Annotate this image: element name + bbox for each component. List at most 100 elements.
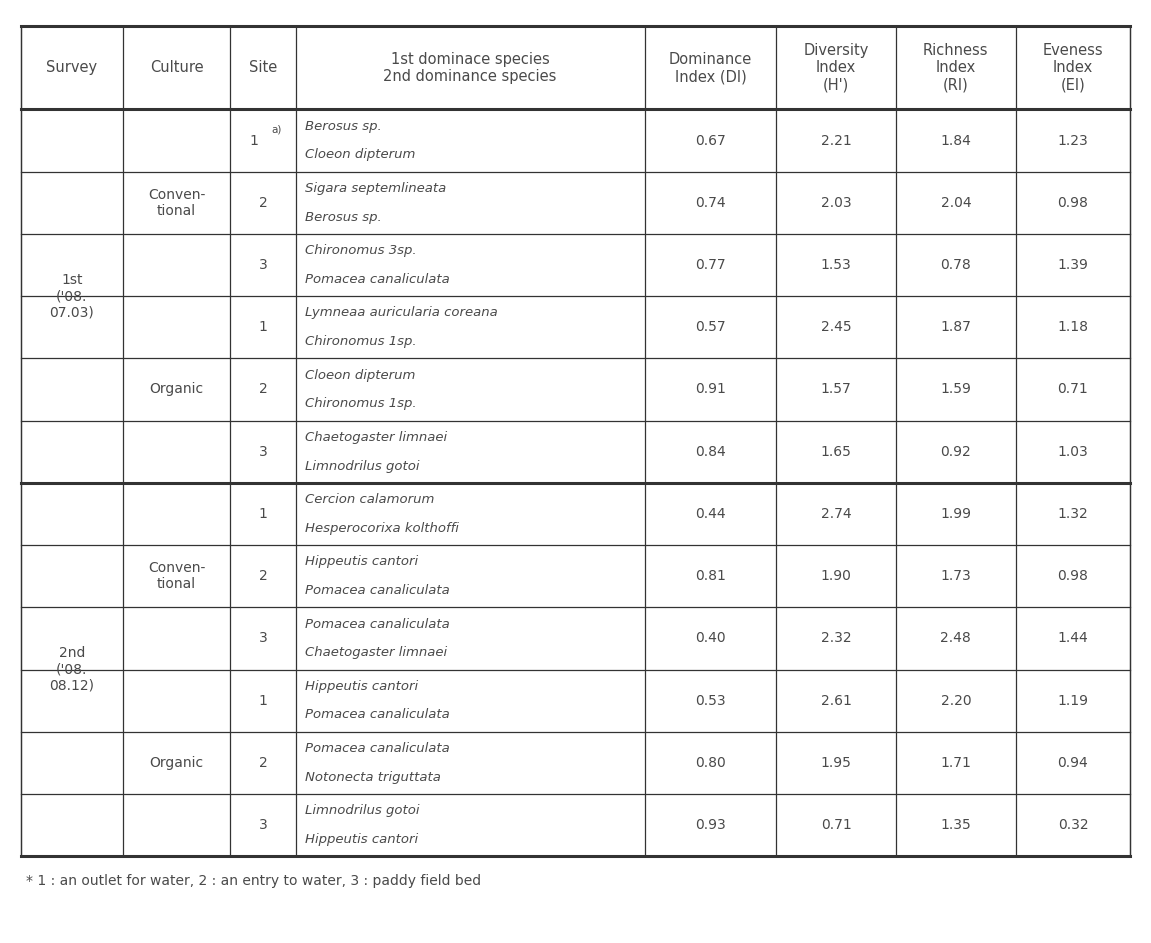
- Text: 2.03: 2.03: [821, 196, 852, 209]
- Text: Chironomus 1sp.: Chironomus 1sp.: [305, 335, 417, 348]
- Text: 1.84: 1.84: [940, 134, 971, 147]
- Text: Berosus sp.: Berosus sp.: [305, 210, 382, 223]
- Text: 1: 1: [250, 134, 258, 147]
- Text: Pomacea canaliculata: Pomacea canaliculata: [305, 584, 450, 597]
- Text: 0.71: 0.71: [821, 819, 852, 832]
- Text: Notonecta triguttata: Notonecta triguttata: [305, 770, 441, 784]
- Text: 0.91: 0.91: [695, 383, 726, 396]
- Text: 0.71: 0.71: [1058, 383, 1089, 396]
- Text: Cercion calamorum: Cercion calamorum: [305, 493, 434, 506]
- Text: 3: 3: [259, 819, 267, 832]
- Text: Lymneaa auricularia coreana: Lymneaa auricularia coreana: [305, 306, 497, 320]
- Text: 3: 3: [259, 445, 267, 458]
- Text: a): a): [272, 124, 282, 134]
- Text: 0.92: 0.92: [940, 445, 971, 458]
- Text: Sigara septemlineata: Sigara septemlineata: [305, 182, 447, 195]
- Text: 2: 2: [259, 383, 267, 396]
- Text: Hesperocorixa kolthoffi: Hesperocorixa kolthoffi: [305, 521, 459, 535]
- Text: 1.53: 1.53: [821, 258, 852, 272]
- Text: Organic: Organic: [150, 383, 204, 396]
- Text: Eveness
Index
(EI): Eveness Index (EI): [1043, 43, 1104, 92]
- Text: Conven-
tional: Conven- tional: [148, 561, 205, 591]
- Text: 0.78: 0.78: [940, 258, 971, 272]
- Text: Cloeon dipterum: Cloeon dipterum: [305, 148, 416, 161]
- Text: 1.99: 1.99: [940, 507, 971, 521]
- Text: 0.77: 0.77: [695, 258, 726, 272]
- Text: 1.39: 1.39: [1058, 258, 1089, 272]
- Text: Chironomus 1sp.: Chironomus 1sp.: [305, 397, 417, 410]
- Text: 0.57: 0.57: [695, 321, 726, 334]
- Text: 1.44: 1.44: [1058, 632, 1089, 645]
- Text: 1.32: 1.32: [1058, 507, 1089, 521]
- Text: 1: 1: [259, 694, 267, 707]
- Text: 2.61: 2.61: [821, 694, 852, 707]
- Text: 0.81: 0.81: [695, 570, 726, 583]
- Text: Diversity
Index
(H'): Diversity Index (H'): [803, 43, 869, 92]
- Text: 2.20: 2.20: [940, 694, 971, 707]
- Text: 0.98: 0.98: [1058, 196, 1089, 209]
- Text: Berosus sp.: Berosus sp.: [305, 120, 382, 133]
- Text: 0.98: 0.98: [1058, 570, 1089, 583]
- Text: 0.67: 0.67: [695, 134, 726, 147]
- Text: 2.48: 2.48: [940, 632, 971, 645]
- Text: 0.84: 0.84: [695, 445, 726, 458]
- Text: Organic: Organic: [150, 756, 204, 769]
- Text: Hippeutis cantori: Hippeutis cantori: [305, 680, 418, 693]
- Text: 2.32: 2.32: [821, 632, 852, 645]
- Text: 3: 3: [259, 632, 267, 645]
- Text: 0.93: 0.93: [695, 819, 726, 832]
- Text: Hippeutis cantori: Hippeutis cantori: [305, 555, 418, 569]
- Text: 1.59: 1.59: [940, 383, 971, 396]
- Text: 0.32: 0.32: [1058, 819, 1088, 832]
- Text: Conven-
tional: Conven- tional: [148, 188, 205, 218]
- Text: Culture: Culture: [150, 60, 204, 75]
- Text: Limnodrilus gotoi: Limnodrilus gotoi: [305, 804, 419, 818]
- Text: 1.23: 1.23: [1058, 134, 1089, 147]
- Text: 1.57: 1.57: [821, 383, 852, 396]
- Text: 1.71: 1.71: [940, 756, 971, 769]
- Text: 1.65: 1.65: [821, 445, 852, 458]
- Text: 1.73: 1.73: [940, 570, 971, 583]
- Text: 1.87: 1.87: [940, 321, 971, 334]
- Text: Pomacea canaliculata: Pomacea canaliculata: [305, 742, 450, 755]
- Text: 1st
('08.
07.03): 1st ('08. 07.03): [49, 273, 94, 320]
- Text: Site: Site: [249, 60, 277, 75]
- Text: 0.80: 0.80: [695, 756, 726, 769]
- Text: 2.04: 2.04: [940, 196, 971, 209]
- Text: Chaetogaster limnaei: Chaetogaster limnaei: [305, 431, 447, 444]
- Text: 1.35: 1.35: [940, 819, 971, 832]
- Text: Pomacea canaliculata: Pomacea canaliculata: [305, 708, 450, 721]
- Text: * 1 : an outlet for water, 2 : an entry to water, 3 : paddy field bed: * 1 : an outlet for water, 2 : an entry …: [26, 874, 481, 887]
- Text: 0.74: 0.74: [695, 196, 726, 209]
- Text: 2.21: 2.21: [821, 134, 852, 147]
- Text: Cloeon dipterum: Cloeon dipterum: [305, 369, 416, 382]
- Text: Chironomus 3sp.: Chironomus 3sp.: [305, 244, 417, 257]
- Text: 1.18: 1.18: [1058, 321, 1089, 334]
- Text: 1: 1: [259, 321, 267, 334]
- Text: 2: 2: [259, 756, 267, 769]
- Text: 3: 3: [259, 258, 267, 272]
- Text: 1.95: 1.95: [821, 756, 852, 769]
- Text: Dominance
Index (DI): Dominance Index (DI): [669, 52, 752, 84]
- Text: Pomacea canaliculata: Pomacea canaliculata: [305, 273, 450, 286]
- Text: 1st dominace species
2nd dominance species: 1st dominace species 2nd dominance speci…: [383, 52, 557, 84]
- Text: 2: 2: [259, 196, 267, 209]
- Text: 1.19: 1.19: [1058, 694, 1089, 707]
- Text: Hippeutis cantori: Hippeutis cantori: [305, 833, 418, 846]
- Text: 0.44: 0.44: [695, 507, 726, 521]
- Text: 1: 1: [259, 507, 267, 521]
- Text: 0.53: 0.53: [695, 694, 726, 707]
- Text: Richness
Index
(RI): Richness Index (RI): [923, 43, 989, 92]
- Text: 0.94: 0.94: [1058, 756, 1089, 769]
- Text: 2.45: 2.45: [821, 321, 852, 334]
- Text: 2nd
('08.
08.12): 2nd ('08. 08.12): [49, 646, 94, 693]
- Text: Pomacea canaliculata: Pomacea canaliculata: [305, 618, 450, 631]
- Text: 2.74: 2.74: [821, 507, 852, 521]
- Text: Chaetogaster limnaei: Chaetogaster limnaei: [305, 646, 447, 659]
- Text: Survey: Survey: [46, 60, 98, 75]
- Text: 2: 2: [259, 570, 267, 583]
- Text: Limnodrilus gotoi: Limnodrilus gotoi: [305, 459, 419, 472]
- Text: 1.03: 1.03: [1058, 445, 1089, 458]
- Text: 1.90: 1.90: [821, 570, 852, 583]
- Text: 0.40: 0.40: [695, 632, 726, 645]
